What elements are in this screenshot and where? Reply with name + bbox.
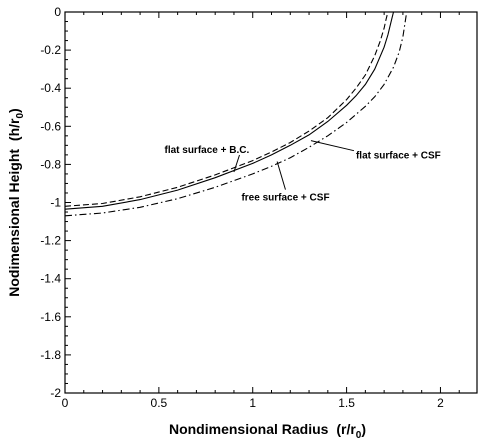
- annotation-label: flat surface + B.C.: [164, 145, 249, 156]
- x-tick-label: 1.5: [338, 396, 355, 410]
- y-axis-title-close: ): [6, 108, 22, 113]
- series-line-solid: [64, 11, 395, 210]
- annotation-leader: [233, 154, 240, 173]
- y-tick-label: -0.4: [40, 81, 61, 95]
- y-axis-ticks: 0 -0.2 -0.4 -0.6 -0.8 -1 -1.2 -1.4 -1.6 -1.8 -2: [40, 5, 71, 400]
- series-line-dash: [64, 11, 389, 207]
- x-axis-ticks: 0 0.5 1 1.5 2: [62, 12, 460, 410]
- y-tick-label: -0.2: [40, 43, 61, 57]
- x-tick-label: 0: [62, 396, 69, 410]
- x-axis-title-sub: 0: [356, 430, 362, 439]
- x-axis-title-main: Nondimensional Radius: [169, 421, 329, 437]
- y-tick-label: 0: [54, 5, 61, 19]
- series-line-dashdot: [64, 11, 408, 217]
- x-tick-label: 1: [249, 396, 256, 410]
- annotations: flat surface + B.C. flat surface + CSF fre…: [164, 140, 441, 204]
- y-axis-title-main: Nodimensional Height: [6, 149, 22, 297]
- y-tick-label: -0.6: [40, 119, 61, 133]
- annotation-leader: [276, 161, 286, 190]
- annotation-label: free surface + CSF: [241, 193, 329, 204]
- x-axis-title: Nondimensional Radius (r/r0): [169, 421, 366, 439]
- annotation-leader: [310, 140, 355, 152]
- annotation-label: flat surface + CSF: [356, 151, 441, 162]
- x-axis-title-unit: (r/r: [336, 421, 356, 437]
- y-tick-label: -1.2: [40, 234, 61, 248]
- y-tick-label: -1.6: [40, 310, 61, 324]
- y-axis-title-unit: (h/r: [6, 118, 22, 141]
- x-tick-label: 0.5: [151, 396, 168, 410]
- y-tick-label: -2: [50, 386, 61, 400]
- y-axis-title-sub: 0: [15, 112, 26, 118]
- y-tick-label: -1.8: [40, 348, 61, 362]
- y-tick-label: -1: [50, 196, 61, 210]
- y-tick-label: -0.8: [40, 157, 61, 171]
- y-tick-label: -1.4: [40, 272, 61, 286]
- x-tick-label: 2: [437, 396, 444, 410]
- x-axis-title-close: ): [361, 421, 366, 437]
- y-axis-title: Nodimensional Height (h/r0): [6, 108, 26, 296]
- series-curves: [64, 11, 408, 217]
